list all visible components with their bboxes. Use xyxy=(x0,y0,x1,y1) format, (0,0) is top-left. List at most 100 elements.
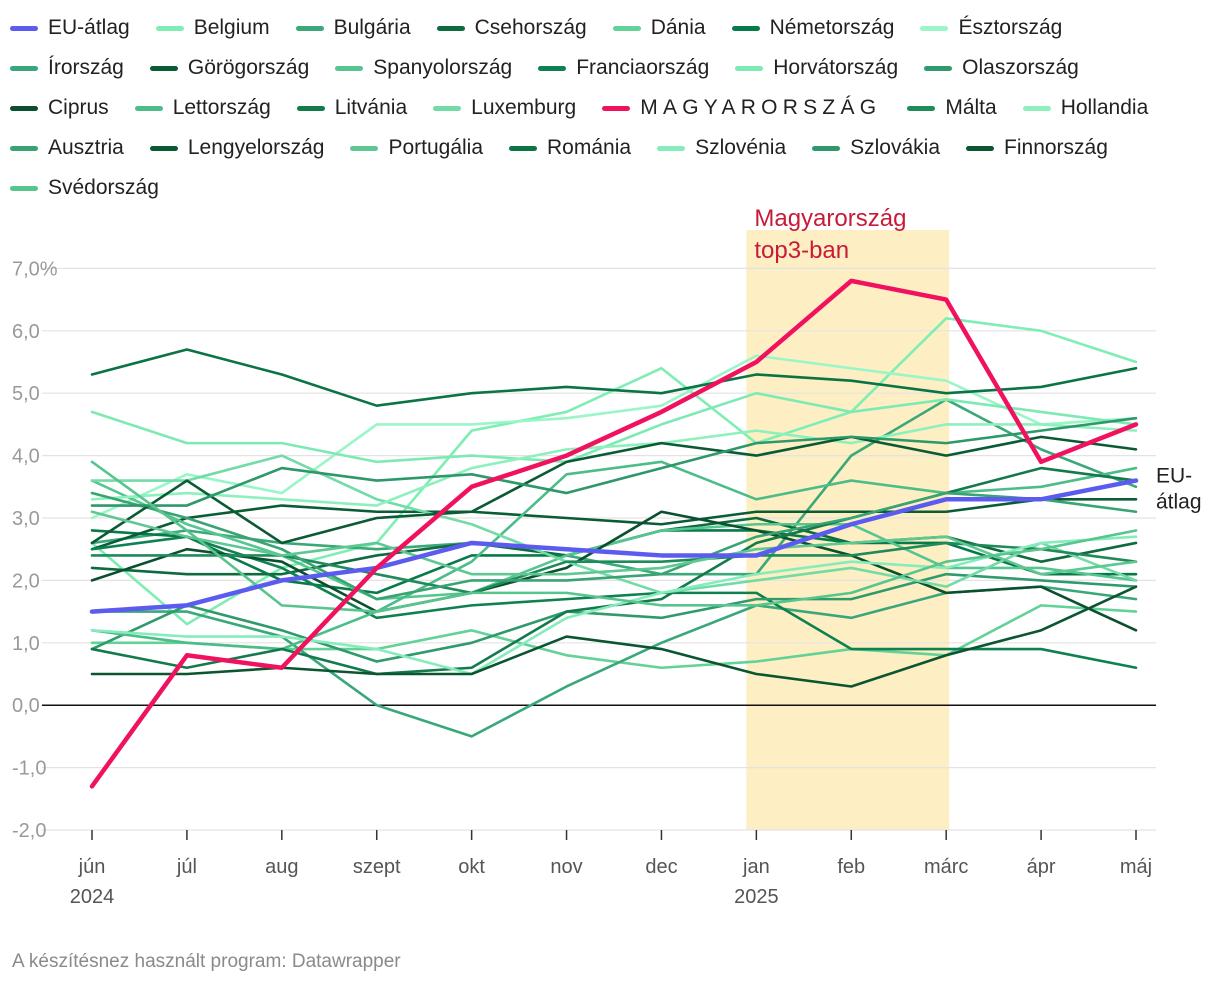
y-tick-label: 1,0 xyxy=(12,633,40,655)
legend-swatch xyxy=(335,65,364,71)
legend-item: Lengyelország xyxy=(149,128,325,168)
legend-label: Portugália xyxy=(388,136,484,159)
legend-label: Finnország xyxy=(1004,136,1108,159)
legend-swatch xyxy=(907,105,936,111)
legend-label: Dánia xyxy=(650,16,706,39)
source-note: A készítésnez használt program: Datawrap… xyxy=(12,951,401,972)
legend-item: Csehország xyxy=(436,8,587,48)
legend-label: Csehország xyxy=(474,16,587,39)
legend-label: Görögország xyxy=(187,56,310,79)
legend-label: Svédország xyxy=(48,176,159,199)
x-tick-label: júl xyxy=(176,856,197,878)
legend-item: EU-átlag xyxy=(10,8,130,48)
series-line-lettország xyxy=(90,460,1138,651)
legend-item: Hollandia xyxy=(1022,88,1149,128)
legend-label: Ausztria xyxy=(48,136,124,159)
highlight-band xyxy=(746,230,950,830)
y-tick-label: 2,0 xyxy=(12,570,40,592)
band-annotation: top3-ban xyxy=(754,237,849,264)
x-tick-label: feb xyxy=(837,856,865,878)
legend-label: Németország xyxy=(769,16,895,39)
band-annotation: Magyarország xyxy=(754,205,906,232)
legend-swatch xyxy=(966,145,995,151)
legend-item: Szlovákia xyxy=(812,128,940,168)
legend-swatch xyxy=(924,65,953,71)
legend-swatch xyxy=(155,25,184,31)
legend-item: Svédország xyxy=(10,168,159,208)
legend-label: Lettország xyxy=(172,96,271,119)
y-tick-label: 6,0 xyxy=(12,321,40,343)
x-tick-label: okt xyxy=(458,856,485,878)
legend-swatch xyxy=(149,145,178,151)
y-tick-label: -2,0 xyxy=(12,820,46,842)
legend-label: Luxemburg xyxy=(471,96,577,119)
legend-label: Románia xyxy=(547,136,632,159)
x-tick-label: szept xyxy=(353,856,401,878)
series-line-bulgária xyxy=(90,398,1138,576)
legend-label: Málta xyxy=(945,96,997,119)
legend-swatch xyxy=(10,105,38,111)
legend-swatch xyxy=(920,25,949,31)
series-line-lengyelország xyxy=(90,435,1138,545)
legend-swatch xyxy=(433,105,462,111)
year-label: 2025 xyxy=(734,886,779,908)
end-label: EU- xyxy=(1156,465,1192,488)
legend-item: Málta xyxy=(907,88,997,128)
legend-item: Lettország xyxy=(134,88,271,128)
legend-swatch xyxy=(10,145,38,151)
series-line-szlovákia xyxy=(90,416,1138,507)
x-tick-label: dec xyxy=(645,856,677,878)
x-tick-label: jún xyxy=(78,856,106,878)
legend-label: Belgium xyxy=(193,16,270,39)
legend-item: Franciaország xyxy=(538,48,709,88)
legend-item: MAGYARORSZÁG xyxy=(602,88,881,128)
legend-item: Dánia xyxy=(612,8,706,48)
legend-swatch xyxy=(735,65,764,71)
legend-swatch xyxy=(134,105,163,111)
legend-item: Finnország xyxy=(966,128,1108,168)
x-tick-label: jan xyxy=(742,856,770,878)
legend-swatch xyxy=(612,25,641,31)
legend-label: Horvátország xyxy=(773,56,899,79)
legend-swatch xyxy=(509,145,538,151)
legend-item: Görögország xyxy=(149,48,310,88)
series-line-olaszország xyxy=(90,572,1138,663)
legend-item: Németország xyxy=(731,8,895,48)
legend-label: Spanyolország xyxy=(373,56,513,79)
legend-label: Hollandia xyxy=(1060,96,1149,119)
legend-swatch xyxy=(10,185,38,191)
x-tick-label: aug xyxy=(265,856,298,878)
legend-label: Lengyelország xyxy=(187,136,325,159)
chart-legend: EU-átlag Belgium Bulgária Csehország Dánia Né… xyxy=(10,8,1215,208)
end-label: átlag xyxy=(1156,491,1202,514)
series-line-szlovénia xyxy=(90,535,1138,676)
legend-label: Észtország xyxy=(958,16,1063,39)
series-line-horvátország xyxy=(90,391,1138,464)
year-label: 2024 xyxy=(70,886,115,908)
legend-label: Olaszország xyxy=(962,56,1079,79)
y-tick-label: 3,0 xyxy=(12,508,40,530)
x-tick-label: márc xyxy=(924,856,968,878)
x-tick-label: máj xyxy=(1120,856,1152,878)
series-line-spanyolország xyxy=(90,479,1138,601)
y-tick-label: -1,0 xyxy=(12,758,46,780)
legend-swatch xyxy=(10,25,38,31)
legend-swatch xyxy=(731,25,760,31)
series-line-románia xyxy=(90,348,1138,407)
y-tick-label: 7,0% xyxy=(12,258,58,280)
legend-label: Litvánia xyxy=(334,96,408,119)
series-line-franciaország xyxy=(90,535,1138,670)
y-tick-label: 4,0 xyxy=(12,446,40,468)
legend-item: Olaszország xyxy=(924,48,1079,88)
series-line-portugália xyxy=(90,510,1138,576)
x-tick-label: nov xyxy=(550,856,582,878)
legend-swatch xyxy=(436,25,465,31)
series-line-ausztria xyxy=(90,491,1138,601)
series-line-finnország xyxy=(90,585,1138,688)
legend-label: Franciaország xyxy=(576,56,710,79)
y-tick-label: 5,0 xyxy=(12,383,40,405)
legend-swatch xyxy=(296,105,325,111)
legend-label: Szlovénia xyxy=(695,136,787,159)
legend-item: Belgium xyxy=(155,8,270,48)
